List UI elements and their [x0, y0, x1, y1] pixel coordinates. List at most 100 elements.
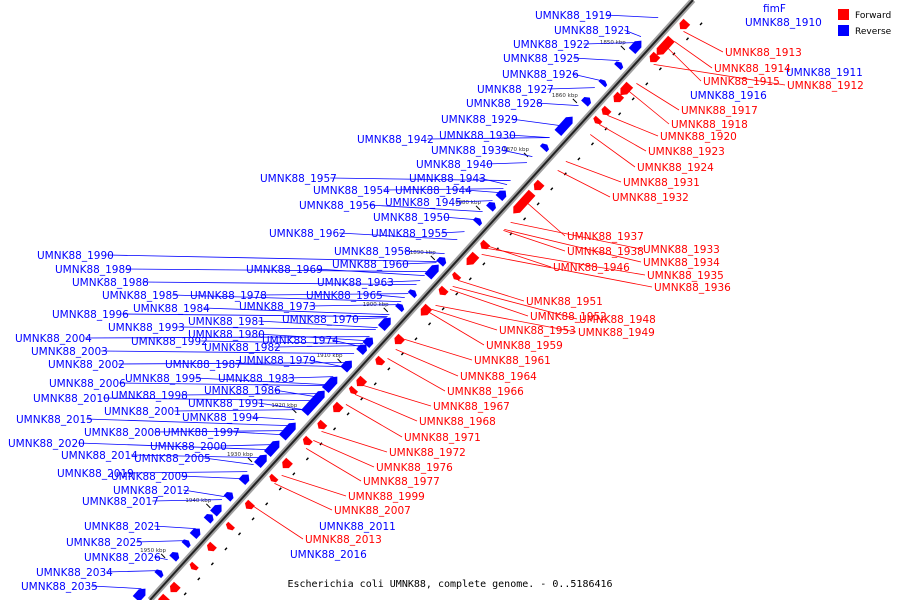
reverse-gene-label[interactable]: UMNK88_1970	[282, 314, 359, 326]
reverse-gene-label[interactable]: UMNK88_1960	[332, 259, 409, 271]
reverse-gene-label[interactable]: UMNK88_1927	[477, 84, 554, 96]
reverse-gene-arrow[interactable]	[495, 188, 509, 202]
reverse-gene-label[interactable]: UMNK88_1997	[163, 427, 240, 439]
reverse-gene-label[interactable]: UMNK88_1910	[745, 17, 822, 29]
reverse-gene-arrow[interactable]	[254, 452, 270, 469]
reverse-gene-label[interactable]: UMNK88_2003	[31, 346, 108, 358]
forward-gene-arrow[interactable]	[436, 285, 449, 298]
reverse-gene-label[interactable]: UMNK88_1986	[204, 385, 281, 397]
forward-gene-arrow[interactable]	[354, 375, 368, 389]
reverse-gene-label[interactable]: UMNK88_1950	[373, 212, 450, 224]
reverse-gene-label[interactable]: UMNK88_1988	[72, 277, 149, 289]
reverse-gene-label[interactable]: UMNK88_2010	[33, 393, 110, 405]
reverse-gene-label[interactable]: UMNK88_1916	[690, 90, 767, 102]
reverse-gene-label[interactable]: UMNK88_1973	[239, 301, 316, 313]
forward-gene-label[interactable]: UMNK88_1953	[499, 325, 576, 337]
forward-gene-label[interactable]: UMNK88_1913	[725, 47, 802, 59]
reverse-gene-label[interactable]: UMNK88_1974	[262, 335, 339, 347]
forward-gene-arrow[interactable]	[653, 35, 675, 58]
reverse-gene-arrow[interactable]	[614, 60, 625, 71]
reverse-gene-label[interactable]: UMNK88_2021	[84, 521, 161, 533]
forward-gene-label[interactable]: UMNK88_1918	[671, 119, 748, 131]
forward-gene-arrow[interactable]	[463, 251, 480, 268]
reverse-gene-label[interactable]: UMNK88_1996	[52, 309, 129, 321]
reverse-gene-label[interactable]: UMNK88_1919	[535, 10, 612, 22]
reverse-gene-label[interactable]: UMNK88_2017	[82, 496, 159, 508]
forward-gene-arrow[interactable]	[418, 303, 433, 319]
reverse-gene-label[interactable]: UMNK88_1992	[131, 336, 208, 348]
forward-gene-label[interactable]: UMNK88_1948	[579, 314, 656, 326]
forward-gene-label[interactable]: UMNK88_1951	[526, 296, 603, 308]
reverse-gene-label[interactable]: UMNK88_1911	[786, 67, 863, 79]
forward-gene-label[interactable]: UMNK88_1920	[660, 131, 737, 143]
reverse-gene-label[interactable]: UMNK88_1940	[416, 159, 493, 171]
reverse-gene-label[interactable]: UMNK88_1930	[439, 130, 516, 142]
reverse-gene-arrow[interactable]	[181, 538, 193, 549]
forward-gene-label[interactable]: UMNK88_1931	[623, 177, 700, 189]
forward-gene-label[interactable]: UMNK88_1971	[404, 432, 481, 444]
reverse-gene-label[interactable]: UMNK88_1990	[37, 250, 114, 262]
forward-gene-label[interactable]: UMNK88_1964	[460, 371, 537, 383]
reverse-gene-label[interactable]: UMNK88_1985	[102, 290, 179, 302]
reverse-gene-label[interactable]: UMNK88_2025	[66, 537, 143, 549]
reverse-gene-arrow[interactable]	[628, 38, 645, 55]
reverse-gene-arrow[interactable]	[132, 586, 149, 600]
reverse-gene-arrow[interactable]	[424, 262, 442, 280]
reverse-gene-label[interactable]: UMNK88_1926	[502, 69, 579, 81]
forward-gene-label[interactable]: UMNK88_1924	[637, 162, 714, 174]
reverse-gene-label[interactable]: UMNK88_1939	[431, 145, 508, 157]
reverse-gene-arrow[interactable]	[263, 438, 283, 457]
reverse-gene-label[interactable]: UMNK88_2035	[21, 581, 98, 593]
reverse-gene-arrow[interactable]	[356, 342, 369, 356]
reverse-gene-arrow[interactable]	[189, 526, 203, 540]
forward-gene-label[interactable]: UMNK88_1968	[419, 416, 496, 428]
reverse-gene-label[interactable]: UMNK88_1982	[204, 342, 281, 354]
reverse-gene-arrow[interactable]	[203, 512, 216, 524]
reverse-gene-label[interactable]: UMNK88_2008	[84, 427, 161, 439]
reverse-gene-label[interactable]: UMNK88_1984	[133, 303, 210, 315]
reverse-gene-arrow[interactable]	[301, 388, 328, 416]
reverse-gene-label[interactable]: UMNK88_1993	[108, 322, 185, 334]
forward-gene-label[interactable]: UMNK88_1952	[530, 311, 607, 323]
forward-gene-arrow[interactable]	[243, 499, 255, 512]
reverse-gene-label[interactable]: UMNK88_1921	[554, 25, 631, 37]
forward-gene-label[interactable]: UMNK88_1935	[647, 270, 724, 282]
forward-gene-label[interactable]: UMNK88_1961	[474, 355, 551, 367]
reverse-gene-label[interactable]: UMNK88_1979	[239, 355, 316, 367]
forward-gene-label[interactable]: UMNK88_1972	[389, 447, 466, 459]
reverse-gene-label[interactable]: UMNK88_1925	[503, 53, 580, 65]
forward-gene-label[interactable]: UMNK88_1912	[787, 80, 864, 92]
forward-gene-label[interactable]: UMNK88_1967	[433, 401, 510, 413]
reverse-gene-label[interactable]: UMNK88_1955	[371, 228, 448, 240]
reverse-gene-label[interactable]: UMNK88_1965	[306, 290, 383, 302]
reverse-gene-label[interactable]: UMNK88_1954	[313, 185, 390, 197]
reverse-gene-label[interactable]: UMNK88_1962	[269, 228, 346, 240]
reverse-gene-label[interactable]: UMNK88_2005	[134, 453, 211, 465]
reverse-gene-arrow[interactable]	[238, 472, 252, 486]
forward-gene-arrow[interactable]	[268, 473, 279, 484]
reverse-gene-label[interactable]: UMNK88_1945	[385, 197, 462, 209]
forward-gene-label[interactable]: UMNK88_1915	[703, 76, 780, 88]
reverse-gene-label[interactable]: UMNK88_2012	[113, 485, 190, 497]
reverse-gene-arrow[interactable]	[486, 200, 498, 212]
forward-gene-label[interactable]: UMNK88_1977	[363, 476, 440, 488]
forward-gene-arrow[interactable]	[347, 385, 359, 396]
reverse-gene-label[interactable]: UMNK88_1928	[466, 98, 543, 110]
forward-gene-arrow[interactable]	[599, 105, 612, 118]
reverse-gene-label[interactable]: fimF	[763, 3, 786, 15]
reverse-gene-label[interactable]: UMNK88_1922	[513, 39, 590, 51]
forward-gene-arrow[interactable]	[301, 435, 313, 448]
reverse-gene-arrow[interactable]	[472, 216, 484, 227]
reverse-gene-label[interactable]: UMNK88_2016	[290, 549, 367, 561]
forward-gene-label[interactable]: UMNK88_1934	[643, 257, 720, 269]
reverse-gene-label[interactable]: UMNK88_1998	[111, 390, 188, 402]
reverse-gene-arrow[interactable]	[223, 490, 236, 502]
forward-gene-label[interactable]: UMNK88_1949	[578, 327, 655, 339]
reverse-gene-label[interactable]: UMNK88_1958	[334, 246, 411, 258]
reverse-gene-label[interactable]: UMNK88_1963	[317, 277, 394, 289]
reverse-gene-arrow[interactable]	[395, 302, 406, 313]
reverse-gene-label[interactable]: UMNK88_1995	[125, 373, 202, 385]
reverse-gene-label[interactable]: UMNK88_2001	[104, 406, 181, 418]
forward-gene-label[interactable]: UMNK88_2007	[334, 505, 411, 517]
reverse-gene-label[interactable]: UMNK88_1942	[357, 134, 434, 146]
